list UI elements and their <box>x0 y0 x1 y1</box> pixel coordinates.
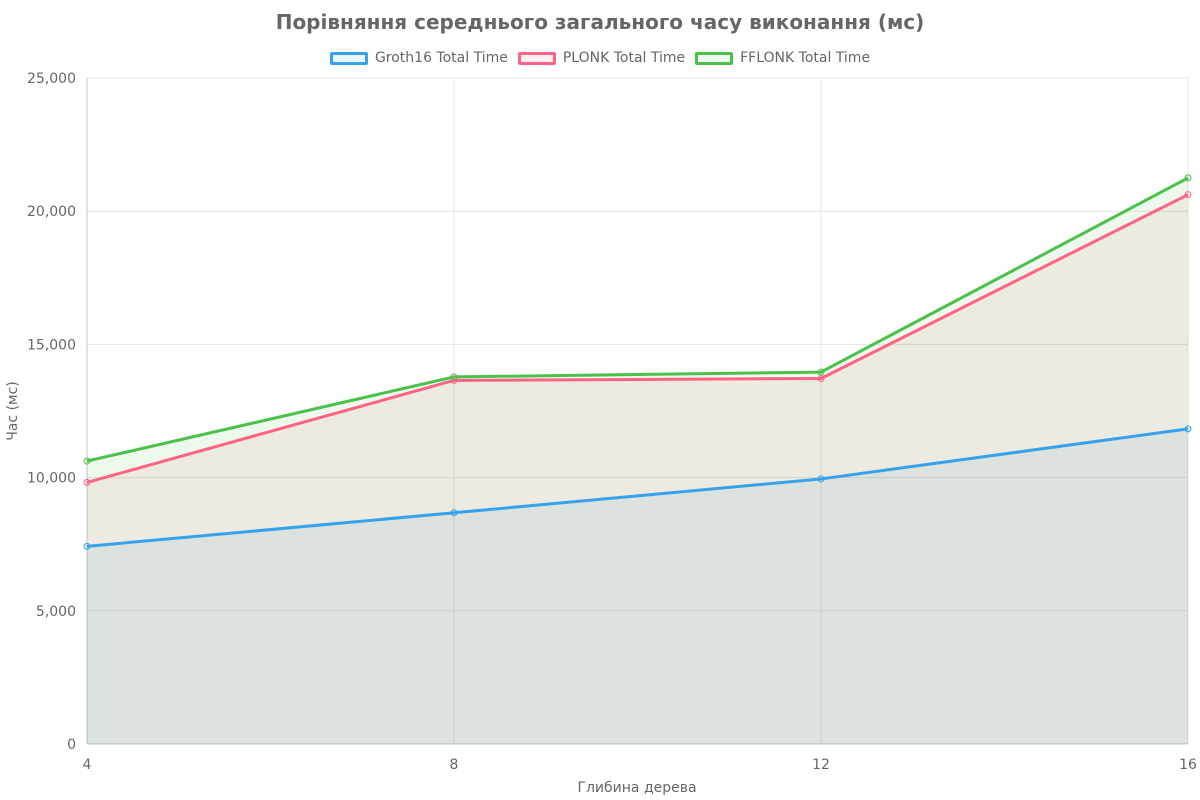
y-axis-ticks: 0 5,000 10,000 15,000 20,000 25,000 <box>27 71 76 753</box>
legend-swatch-plonk <box>517 51 556 65</box>
data-point[interactable] <box>83 478 91 486</box>
data-point[interactable] <box>450 509 458 517</box>
legend-item-groth16[interactable]: Groth16 Total Time <box>329 50 508 66</box>
data-point[interactable] <box>1184 191 1192 199</box>
y-tick-label: 0 <box>67 737 76 753</box>
data-point[interactable] <box>83 457 91 465</box>
x-tick-label: 8 <box>450 757 459 773</box>
legend-label-plonk: PLONK Total Time <box>562 50 686 66</box>
data-point[interactable] <box>817 374 825 382</box>
x-tick-label: 16 <box>1179 757 1197 773</box>
y-tick-label: 5,000 <box>36 604 76 620</box>
series-points <box>83 174 1192 550</box>
series-area-0 <box>87 428 1188 744</box>
y-axis-title: Час (мс) <box>5 381 21 441</box>
data-point[interactable] <box>450 373 458 381</box>
y-tick-label: 20,000 <box>27 204 76 220</box>
y-tick-label: 10,000 <box>27 471 76 487</box>
data-point[interactable] <box>817 475 825 483</box>
series-line-1 <box>86 193 1189 484</box>
legend-label-fflonk: FFLONK Total Time <box>740 50 871 66</box>
legend: Groth16 Total Time PLONK Total Time FFLO… <box>0 50 1200 66</box>
legend-item-fflonk[interactable]: FFLONK Total Time <box>695 50 870 66</box>
data-point[interactable] <box>1184 425 1192 433</box>
series-area-2 <box>87 177 1188 744</box>
chart-title: Порівняння середнього загального часу ви… <box>275 10 925 34</box>
legend-swatch-fflonk <box>695 51 734 65</box>
series-line-0 <box>86 427 1189 548</box>
x-tick-label: 12 <box>812 757 830 773</box>
y-tick-label: 25,000 <box>27 71 76 87</box>
series-areas <box>87 177 1188 744</box>
y-tick-label: 15,000 <box>27 337 76 353</box>
legend-item-plonk[interactable]: PLONK Total Time <box>517 50 686 66</box>
series-area-1 <box>87 194 1188 744</box>
series-lines <box>86 176 1189 548</box>
data-point[interactable] <box>817 368 825 376</box>
data-point[interactable] <box>1184 174 1192 182</box>
x-axis-ticks: 4 8 12 16 <box>83 757 1197 773</box>
legend-label-groth16: Groth16 Total Time <box>374 50 508 66</box>
x-axis-title: Глибина дерева <box>577 780 696 796</box>
grid <box>86 77 1189 745</box>
legend-swatch-groth16 <box>329 51 368 65</box>
data-point[interactable] <box>83 542 91 550</box>
x-tick-label: 4 <box>83 757 92 773</box>
series-line-2 <box>86 176 1189 463</box>
